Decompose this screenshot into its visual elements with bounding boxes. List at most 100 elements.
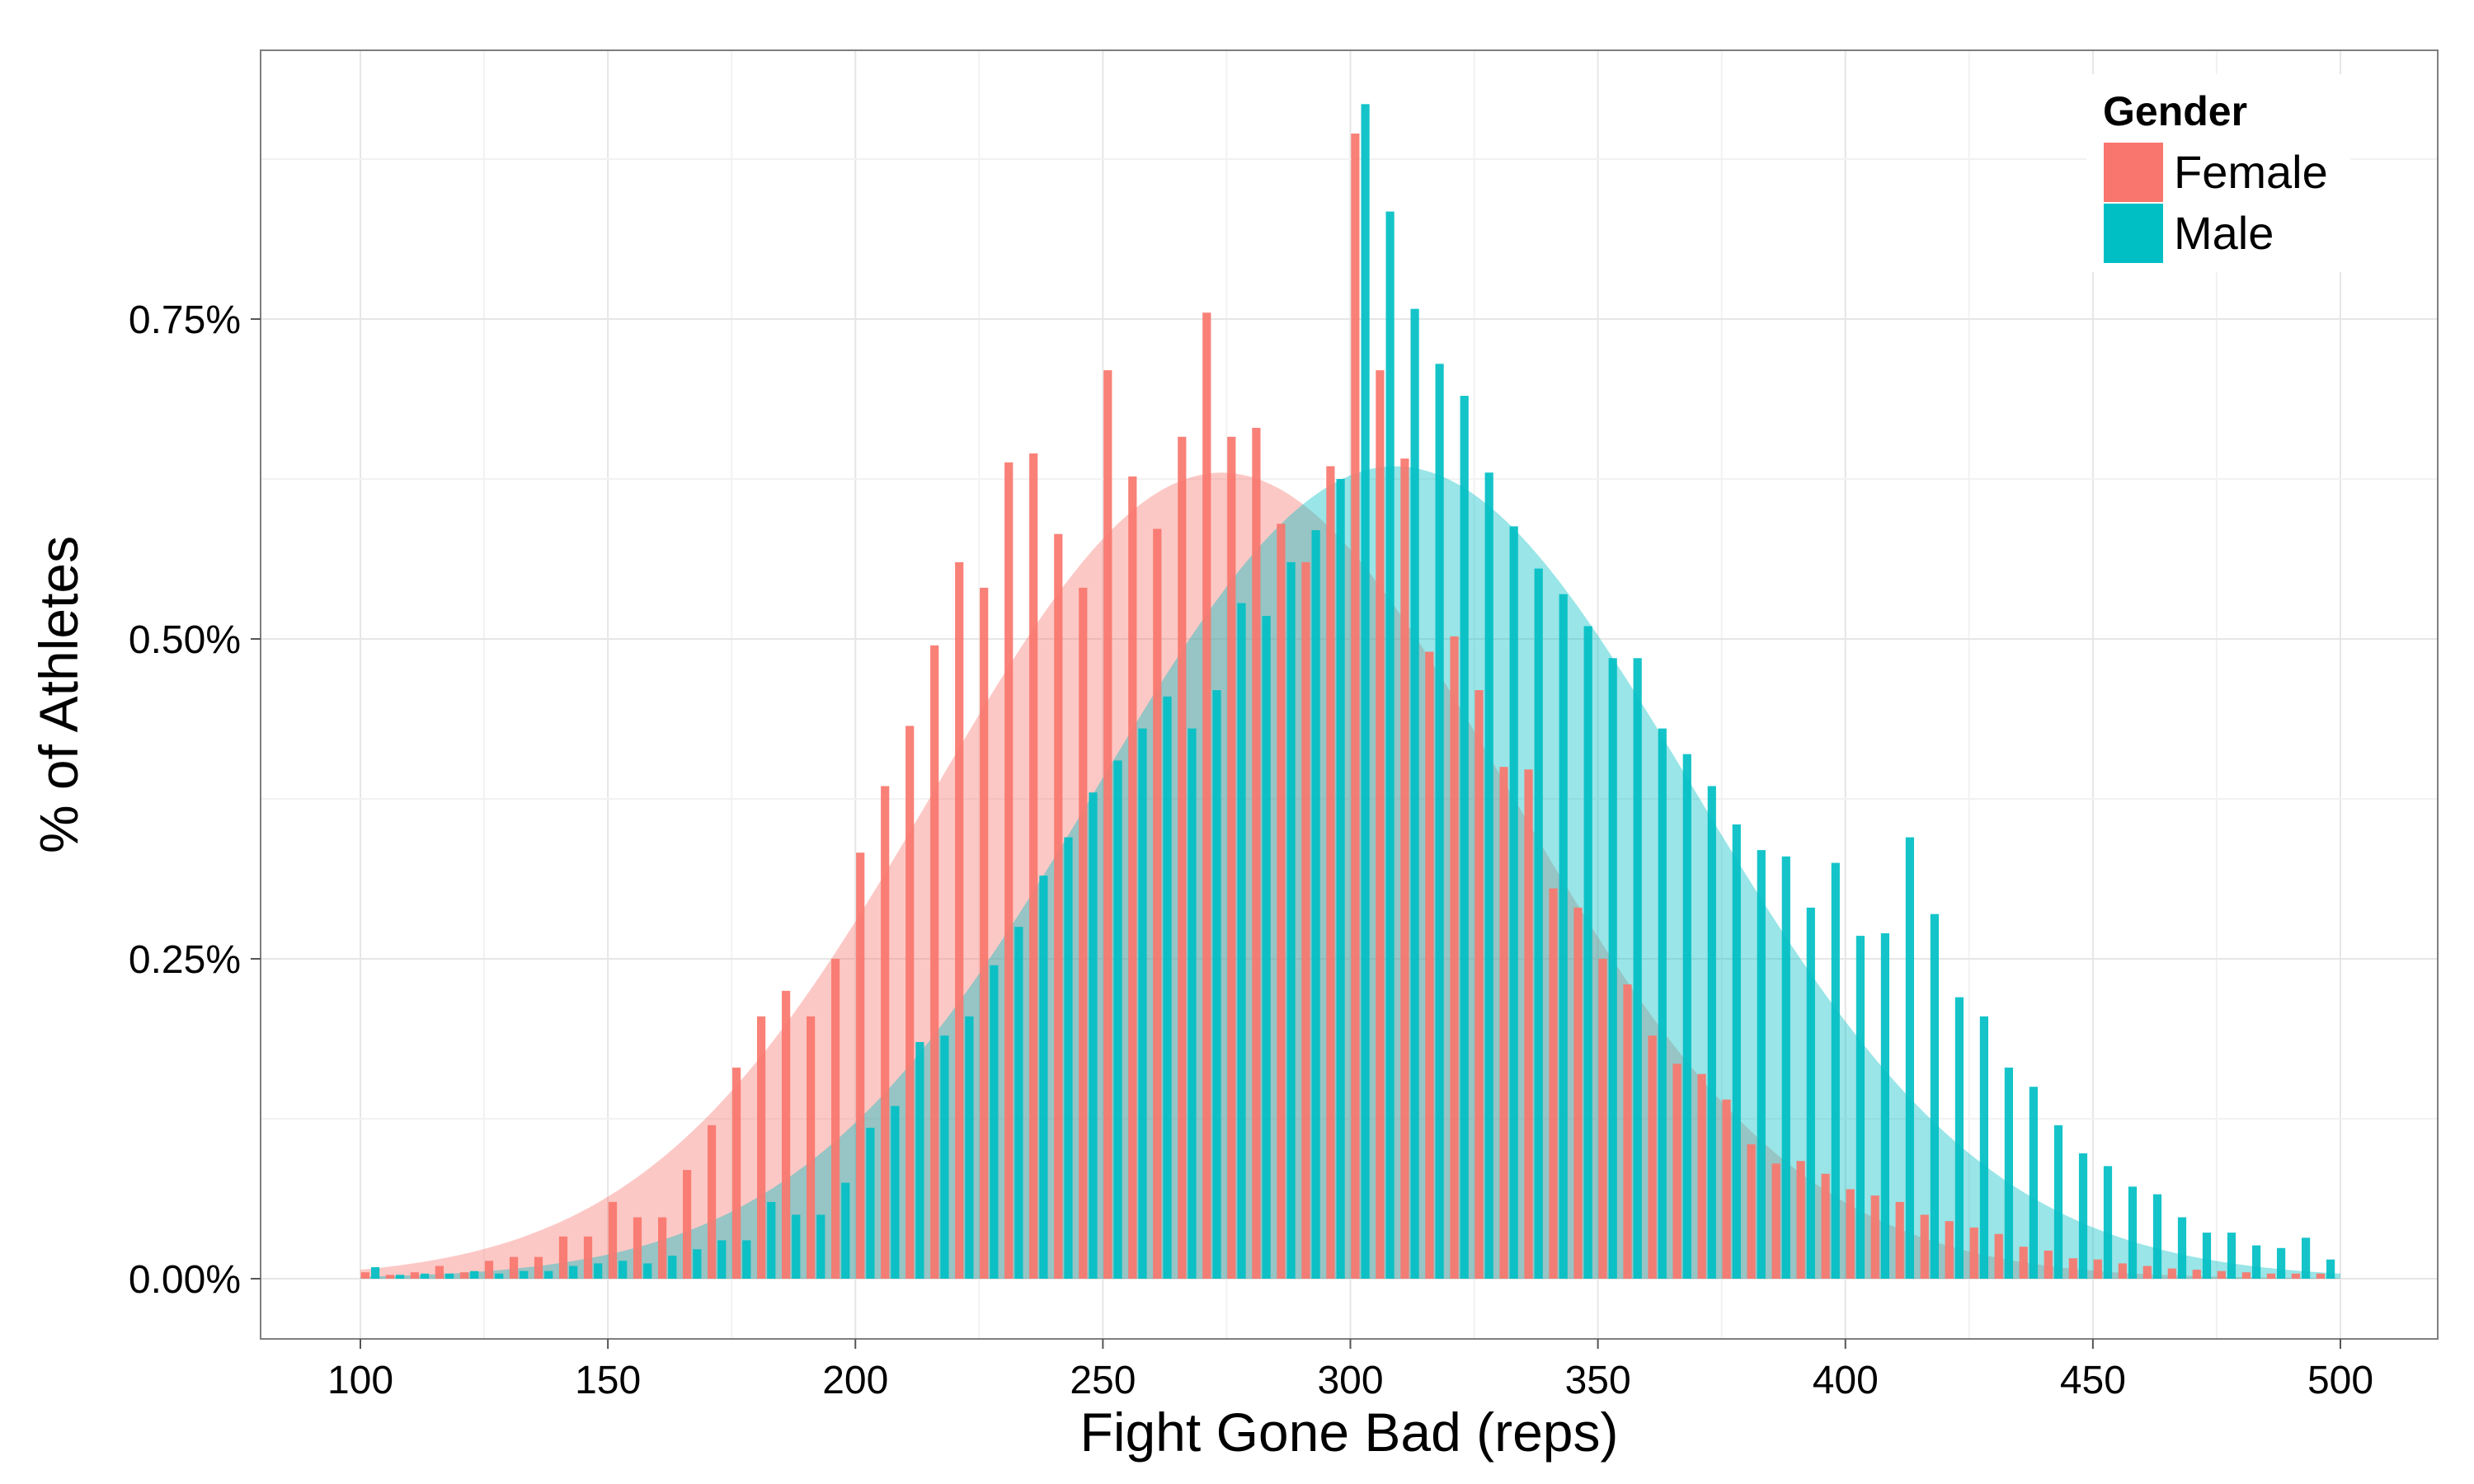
bar-female xyxy=(2142,1266,2152,1279)
bar-male xyxy=(742,1240,751,1279)
bar-female xyxy=(708,1125,717,1279)
bar-male xyxy=(915,1041,924,1279)
bar-female xyxy=(683,1170,692,1279)
bar-female xyxy=(1351,134,1360,1279)
bar-female xyxy=(1920,1214,1929,1279)
bar-male xyxy=(891,1106,900,1279)
bar-male xyxy=(1658,728,1667,1279)
y-tick-label: 0.00% xyxy=(129,1258,241,1302)
bar-male xyxy=(717,1240,727,1279)
bar-male xyxy=(1484,472,1493,1279)
bar-female xyxy=(1499,767,1508,1279)
bar-male xyxy=(2302,1237,2311,1279)
bar-female xyxy=(608,1201,618,1279)
bar-female xyxy=(1623,984,1632,1279)
density-area-male xyxy=(360,466,2340,1279)
bar-female xyxy=(1549,888,1558,1279)
bar-female xyxy=(1103,370,1112,1280)
bar-male xyxy=(1262,616,1271,1279)
bar-female xyxy=(1969,1227,1978,1279)
bar-female xyxy=(1029,453,1038,1279)
bar-female xyxy=(2217,1270,2226,1279)
bar-female xyxy=(1400,458,1409,1279)
bar-female xyxy=(509,1256,519,1279)
bar-female xyxy=(1128,476,1137,1279)
bar-female xyxy=(1672,1064,1681,1279)
bar-male xyxy=(1138,728,1147,1279)
bar-male xyxy=(1732,824,1741,1279)
bar-female xyxy=(459,1272,469,1279)
bar-female xyxy=(1697,1073,1706,1279)
bar-female xyxy=(484,1261,494,1279)
bar-male xyxy=(1435,364,1444,1279)
plot-border xyxy=(260,49,2439,1340)
bar-male xyxy=(1831,862,1840,1279)
bar-male xyxy=(1707,786,1716,1279)
bar-male xyxy=(693,1249,702,1279)
bar-female xyxy=(1178,436,1187,1279)
bar-female xyxy=(1796,1161,1805,1279)
bar-male xyxy=(544,1270,553,1279)
bar-male xyxy=(1163,696,1172,1279)
bar-male xyxy=(965,1016,974,1279)
x-tick-label: 150 xyxy=(575,1359,641,1402)
y-tick-label: 0.75% xyxy=(129,298,241,342)
bar-male xyxy=(2078,1153,2088,1279)
bar-male xyxy=(940,1036,949,1279)
bar-male xyxy=(1460,396,1469,1280)
bar-female xyxy=(1821,1173,1830,1279)
bar-male xyxy=(2177,1217,2187,1279)
x-tick-label: 400 xyxy=(1813,1359,1879,1402)
bar-male xyxy=(2277,1247,2286,1279)
bar-female xyxy=(1277,524,1286,1279)
bar-male xyxy=(520,1270,529,1279)
bar-female xyxy=(1202,312,1211,1280)
bar-male xyxy=(2029,1087,2038,1279)
legend-label-female: Female xyxy=(2174,146,2328,198)
bar-male xyxy=(1311,530,1320,1279)
bar-female xyxy=(385,1275,394,1279)
bar-male xyxy=(1336,479,1345,1279)
bar-male xyxy=(1509,526,1518,1279)
x-tick-label: 350 xyxy=(1565,1359,1631,1402)
bar-female xyxy=(905,726,915,1279)
bar-male xyxy=(1781,856,1790,1279)
bar-female xyxy=(2241,1272,2251,1279)
bar-female xyxy=(360,1272,369,1279)
x-tick-label: 300 xyxy=(1317,1359,1383,1402)
bar-female xyxy=(1524,769,1533,1279)
bar-male xyxy=(618,1261,628,1279)
bar-male xyxy=(495,1273,504,1279)
legend-key-female xyxy=(2102,141,2165,204)
legend-title: Gender xyxy=(2103,88,2247,134)
bar-male xyxy=(371,1267,380,1279)
bar-female xyxy=(2291,1273,2300,1279)
bar-female xyxy=(1079,587,1088,1279)
bar-female xyxy=(1054,533,1063,1279)
bar-female xyxy=(831,959,840,1279)
bar-male xyxy=(1361,104,1370,1279)
bar-male xyxy=(1237,603,1246,1279)
bar-male xyxy=(594,1263,603,1279)
legend: Gender Female Male xyxy=(2086,74,2350,272)
bar-male xyxy=(1682,754,1691,1279)
bar-female xyxy=(980,587,989,1279)
y-tick-label: 0.25% xyxy=(129,938,241,982)
bar-female xyxy=(1301,561,1310,1279)
bar-male xyxy=(1212,690,1221,1279)
bar-female xyxy=(930,645,939,1279)
x-tick-label: 250 xyxy=(1070,1359,1136,1402)
bar-female xyxy=(1252,427,1261,1279)
axes: 100 150 200 250 300 350 400 450 500 0.00% 0.25% 0.5… xyxy=(129,298,2373,1402)
x-axis-title: Fight Gone Bad (reps) xyxy=(1080,1402,1619,1463)
bar-male xyxy=(643,1263,652,1279)
bar-male xyxy=(1064,837,1073,1279)
bar-male xyxy=(816,1214,825,1279)
bar-female xyxy=(1475,690,1484,1279)
bar-female xyxy=(881,786,890,1279)
bar-female xyxy=(435,1266,444,1279)
bar-female xyxy=(1450,636,1459,1279)
bar-female xyxy=(633,1217,642,1279)
legend-key-male xyxy=(2102,202,2165,265)
